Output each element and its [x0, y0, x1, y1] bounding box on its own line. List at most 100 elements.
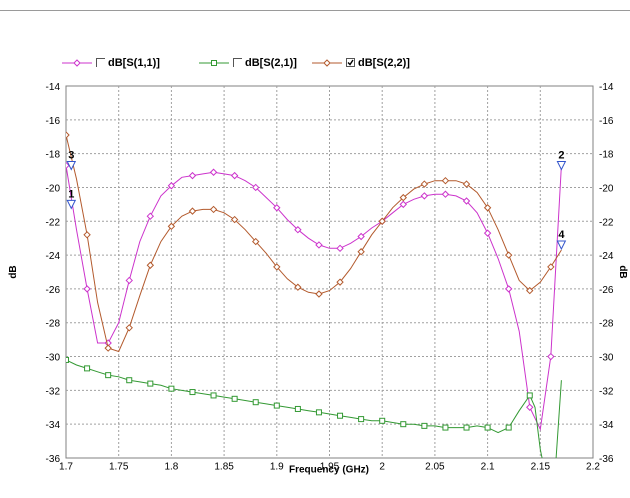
series-2: [66, 356, 562, 458]
data-point: [379, 417, 386, 424]
top-rule: [0, 10, 630, 11]
data-point: [441, 190, 450, 198]
legend-item-1[interactable]: dB[S(1,1)]: [60, 57, 190, 71]
data-point: [547, 263, 555, 271]
data-point: [167, 182, 176, 190]
legend-label: dB[S(2,2)]: [358, 57, 410, 69]
data-point: [504, 251, 513, 259]
x-tick-label: 2.15: [531, 461, 551, 472]
y-tick-label-right: -28: [599, 319, 614, 330]
data-point: [378, 217, 386, 225]
marker-triangle: [556, 240, 567, 251]
data-point: [442, 424, 449, 431]
data-point: [189, 389, 196, 396]
y-tick-label-left: -30: [46, 353, 61, 364]
data-point: [294, 226, 302, 234]
data-point: [252, 237, 260, 246]
data-point: [504, 285, 513, 293]
data-point: [463, 424, 470, 431]
data-point: [146, 212, 155, 220]
legend-item-2[interactable]: dB[S(2,1)]: [197, 57, 327, 71]
data-point: [421, 422, 428, 429]
marker-label: 1: [68, 188, 74, 200]
data-point: [505, 424, 512, 431]
marker-1: 1: [66, 188, 77, 210]
grid: [66, 86, 593, 458]
x-tick-label: 1.8: [164, 461, 178, 472]
x-tick-label: 1.9: [270, 461, 284, 472]
data-point: [273, 263, 281, 271]
data-point: [66, 161, 70, 170]
marker-label: 3: [68, 149, 74, 161]
data-point: [399, 193, 407, 202]
marker-4: 4: [556, 229, 567, 251]
data-point: [273, 402, 280, 409]
data-point: [84, 365, 91, 372]
data-point: [83, 231, 91, 239]
data-point: [294, 405, 301, 412]
data-point: [168, 385, 175, 392]
y-axis-label-right: dB: [617, 265, 628, 278]
data-point: [210, 392, 217, 399]
data-point: [547, 352, 555, 361]
legend-swatch: [199, 60, 229, 66]
x-tick-label: 2: [379, 461, 385, 472]
x-tick-label: 1.75: [109, 461, 129, 472]
data-point: [167, 222, 176, 231]
legend-marker: [323, 59, 331, 67]
data-point: [104, 344, 112, 352]
y-tick-label-left: -16: [46, 116, 61, 127]
data-point: [83, 285, 91, 293]
marker-label: 2: [558, 149, 564, 161]
data-point: [66, 356, 69, 363]
data-point: [526, 403, 534, 411]
legend-item-3[interactable]: dB[S(2,2)]: [310, 57, 440, 71]
data-point: [230, 171, 239, 180]
x-tick-labels: 1.7 1.75 1.8 1.85 1.9 1.95 2 2.05 2.1 2.15 2.2: [59, 461, 600, 472]
data-point: [147, 380, 154, 387]
data-point: [252, 399, 259, 406]
data-point: [315, 241, 323, 249]
data-point: [462, 197, 471, 205]
data-point: [315, 290, 323, 298]
x-tick-label: 1.85: [214, 461, 234, 472]
marker-2: 2: [556, 149, 567, 171]
y-tick-label-left: -20: [46, 183, 61, 194]
data-point: [484, 424, 491, 431]
marker-triangle: [556, 160, 567, 171]
x-axis-label: Frequency (GHz): [289, 464, 369, 475]
y-tick-label-right: -30: [599, 353, 614, 364]
legend-marker: [211, 60, 217, 66]
markers-group: 1 3 2 4: [66, 149, 567, 251]
y-tick-label-left: -22: [46, 217, 61, 228]
y-tick-label-left: -18: [46, 150, 61, 161]
x-tick-label: 1.95: [320, 461, 340, 472]
y-tick-label-right: -32: [599, 386, 614, 397]
y-tick-label-left: -34: [46, 420, 61, 431]
data-point: [209, 168, 218, 176]
data-point: [441, 176, 450, 185]
data-point: [483, 229, 492, 237]
data-point: [188, 171, 197, 180]
data-point: [315, 409, 322, 416]
legend-checkbox[interactable]: [96, 58, 105, 67]
y-tick-label-left: -26: [46, 285, 61, 296]
marker-3: 3: [66, 149, 77, 171]
marker-triangle: [66, 160, 77, 171]
data-point: [462, 180, 471, 188]
data-point: [337, 412, 344, 419]
data-point: [126, 377, 133, 384]
data-point: [146, 261, 155, 269]
y-tick-label-right: -14: [599, 82, 614, 93]
series-group: [66, 131, 562, 458]
legend-checkbox[interactable]: [233, 58, 242, 67]
series-3: [66, 131, 562, 353]
data-point: [188, 207, 197, 215]
y-tick-label-right: -22: [599, 217, 614, 228]
data-point: [420, 192, 429, 200]
data-point: [66, 131, 70, 139]
legend-swatch: [62, 59, 92, 67]
data-point: [526, 286, 534, 295]
legend-checkbox[interactable]: [346, 58, 355, 67]
